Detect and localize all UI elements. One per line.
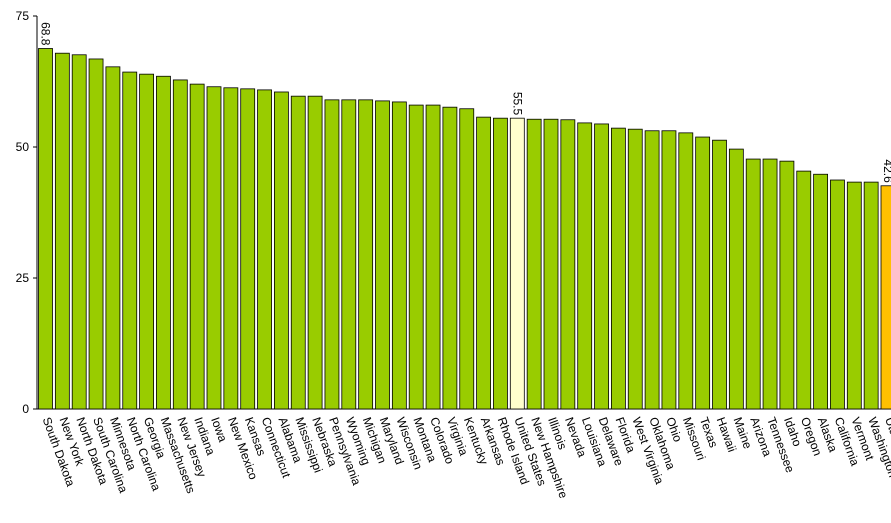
bar [257, 89, 272, 410]
bar [728, 148, 744, 410]
bar [122, 71, 138, 410]
bar [54, 52, 70, 410]
bar [526, 118, 542, 410]
data-label: 55.5 [510, 92, 524, 116]
bar [762, 158, 778, 410]
y-tick-label: 75 [16, 9, 30, 23]
bar [341, 99, 357, 410]
bar [358, 99, 374, 410]
bar [577, 122, 593, 410]
bar [779, 160, 795, 410]
bar [509, 117, 525, 410]
bar [105, 66, 121, 410]
bar [290, 95, 306, 410]
bar [846, 181, 862, 410]
bar [796, 170, 812, 410]
bar [88, 58, 104, 410]
bar [830, 179, 845, 410]
bar [38, 48, 53, 410]
bar [172, 79, 188, 410]
bar [375, 100, 390, 410]
y-tick-label: 50 [16, 140, 30, 154]
bar [139, 73, 155, 410]
bar [307, 95, 323, 410]
bar [391, 101, 407, 410]
bar [712, 139, 727, 410]
bar [880, 185, 891, 410]
bar [71, 54, 87, 410]
bar [442, 106, 458, 410]
bar [627, 128, 643, 410]
bar [493, 117, 508, 410]
bar [611, 127, 626, 410]
y-tick-label: 25 [16, 271, 30, 285]
bar [240, 88, 256, 410]
bar [206, 86, 222, 410]
data-label: 42.6 [881, 159, 891, 183]
bar [408, 104, 424, 410]
bar [560, 119, 576, 410]
bar [594, 123, 609, 410]
bar [695, 136, 711, 410]
bar [273, 91, 289, 410]
bar [863, 181, 879, 410]
bar [476, 116, 492, 410]
bar [189, 83, 205, 410]
data-label: 68.8 [39, 22, 53, 46]
bar [745, 158, 761, 410]
bar [459, 108, 475, 410]
bar [223, 87, 239, 410]
bar [678, 132, 694, 410]
bar [543, 118, 559, 410]
bar [644, 130, 660, 410]
bar [324, 99, 340, 410]
bar [425, 104, 441, 410]
bar [156, 75, 171, 410]
x-tick-label: Utah [882, 415, 891, 444]
y-tick-label: 0 [22, 402, 29, 416]
bar [813, 173, 828, 410]
bar [661, 130, 677, 410]
